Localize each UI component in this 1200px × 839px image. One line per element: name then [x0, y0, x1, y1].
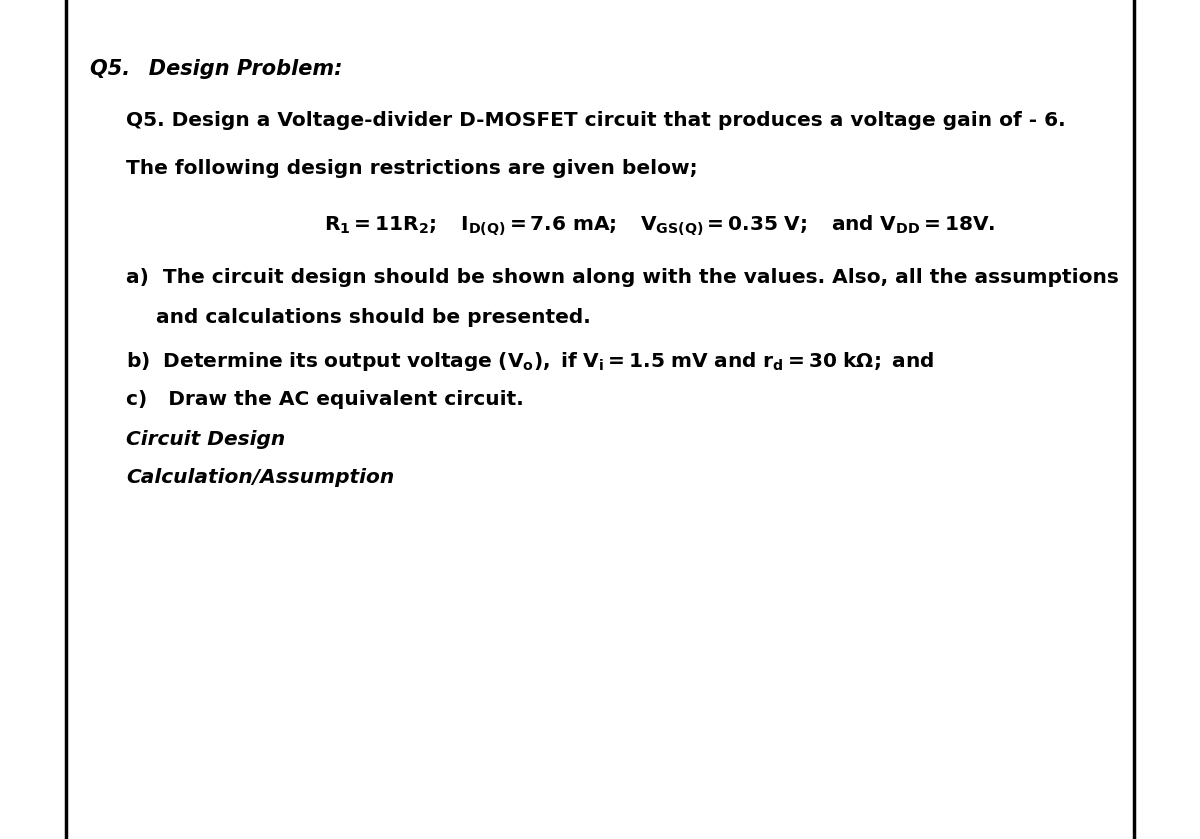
Text: Q5. Design a Voltage-divider D-MOSFET circuit that produces a voltage gain of - : Q5. Design a Voltage-divider D-MOSFET ci…: [126, 111, 1066, 130]
Text: The following design restrictions are given below;: The following design restrictions are gi…: [126, 159, 697, 179]
Text: Q5.   Design Problem:: Q5. Design Problem:: [90, 59, 342, 79]
Text: c)   Draw the AC equivalent circuit.: c) Draw the AC equivalent circuit.: [126, 390, 523, 409]
Text: a)  The circuit design should be shown along with the values. Also, all the assu: a) The circuit design should be shown al…: [126, 268, 1118, 288]
Text: Circuit Design: Circuit Design: [126, 430, 286, 450]
Text: $\mathbf{b)\ \ Determine\ its\ output\ voltage\ (V_o),\ if\ V_i = 1.5\ mV\ and\ : $\mathbf{b)\ \ Determine\ its\ output\ v…: [126, 350, 934, 373]
Text: $\mathbf{R_1 = 11R_2;}$$\quad$$\mathbf{I_{D(Q)} = 7.6\ mA;}$$\quad$$\mathbf{V_{G: $\mathbf{R_1 = 11R_2;}$$\quad$$\mathbf{I…: [324, 214, 996, 238]
Text: and calculations should be presented.: and calculations should be presented.: [156, 308, 590, 327]
Text: Calculation/Assumption: Calculation/Assumption: [126, 468, 395, 487]
